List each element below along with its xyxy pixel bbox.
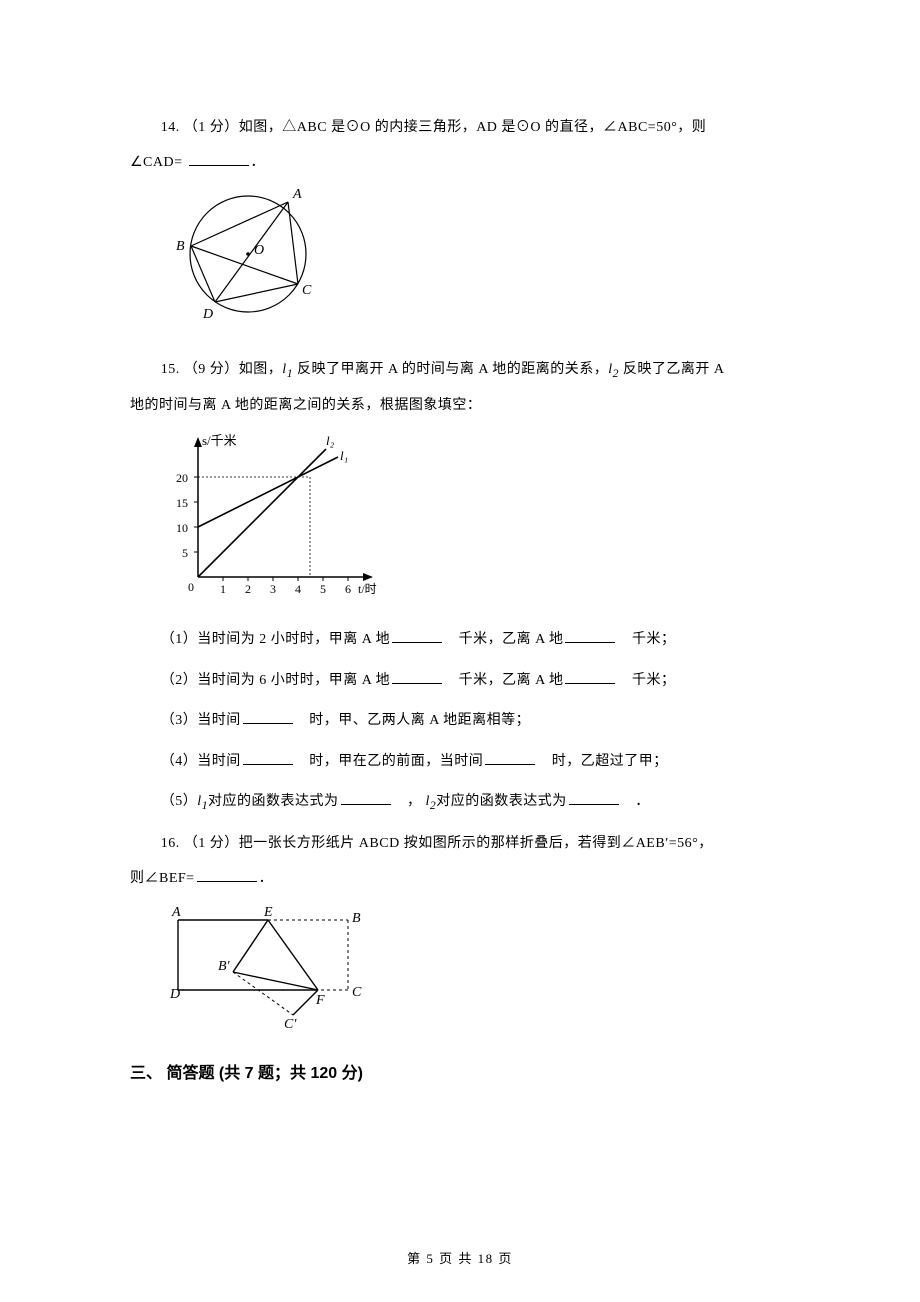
xtick-2: 2	[245, 582, 251, 596]
xtick-5: 5	[320, 582, 326, 596]
ytick-15: 15	[176, 496, 188, 510]
q15-s3-blank[interactable]	[243, 709, 293, 724]
q15-s4b: 时，甲在乙的前面，当时间	[295, 754, 484, 769]
q15-chart: 5 10 15 20 1 2 3 4 5 6 0 s/千米	[158, 427, 790, 613]
xtick-6: 6	[345, 582, 351, 596]
q15-s1-blank2[interactable]	[565, 628, 615, 643]
q15-number: 15.	[161, 362, 184, 377]
q15-text-a: 如图，	[239, 362, 283, 377]
label-D: D	[202, 307, 213, 322]
q16-diagram: A B C D E F B′ C′	[158, 900, 790, 1041]
label-E16: E	[263, 905, 273, 920]
label-A: A	[292, 187, 302, 202]
q15-s4-blank2[interactable]	[485, 750, 535, 765]
q15-s1b: 千米，乙离 A 地	[444, 632, 563, 647]
section-3-title: 三、 简答题 (共 7 题；共 120 分)	[130, 1059, 790, 1089]
label-F16: F	[315, 993, 325, 1008]
q15-s2-blank1[interactable]	[392, 669, 442, 684]
q15-s5-blank1[interactable]	[341, 790, 391, 805]
q16-points: （1 分）	[184, 836, 239, 851]
label-D16: D	[169, 987, 180, 1002]
q14-points: （1 分）	[184, 120, 239, 135]
q16-text-a: 把一张长方形纸片 ABCD 按如图所示的那样折叠后，若得到∠AEB′=56°，	[239, 836, 713, 851]
q15-s2a: （2）当时间为 6 小时时，甲离 A 地	[161, 673, 390, 688]
q15-s5b: 对应的函数表达式为	[208, 794, 339, 809]
line-l1-label: l₁	[340, 448, 348, 463]
q16-tail: ．	[259, 871, 274, 886]
q15-s1-blank1[interactable]	[392, 628, 442, 643]
q15-line2: 地的时间与离 A 地的距离之间的关系，根据图象填空：	[130, 393, 790, 420]
q14-tail: ．	[251, 155, 266, 170]
q15-s2b: 千米，乙离 A 地	[444, 673, 563, 688]
q15-s1a: （1）当时间为 2 小时时，甲离 A 地	[161, 632, 390, 647]
q16-number: 16.	[161, 836, 184, 851]
q15-sub3: （3）当时间 时，甲、乙两人离 A 地距离相等；	[130, 708, 790, 735]
y-axis-label: s/千米	[202, 433, 237, 448]
q15-s2-blank2[interactable]	[565, 669, 615, 684]
label-Cp16: C′	[284, 1017, 297, 1030]
page-footer: 第 5 页 共 18 页	[0, 1247, 920, 1272]
xtick-4: 4	[295, 582, 301, 596]
q14-blank[interactable]	[189, 151, 249, 166]
q15-s3b: 时，甲、乙两人离 A 地距离相等；	[295, 713, 530, 728]
x-axis-label: t/时	[358, 582, 377, 596]
q14-number: 14.	[161, 120, 184, 135]
label-A16: A	[171, 905, 181, 920]
q15-s5a: （5）	[161, 794, 198, 809]
q15-s4-blank1[interactable]	[243, 750, 293, 765]
q15-s5-blank2[interactable]	[569, 790, 619, 805]
q16-line2: 则∠BEF= ．	[130, 866, 790, 893]
xtick-3: 3	[270, 582, 276, 596]
origin-label: 0	[188, 580, 194, 594]
ytick-20: 20	[176, 471, 188, 485]
ytick-5: 5	[182, 546, 188, 560]
q15-sub5: （5）l1对应的函数表达式为 ， l2对应的函数表达式为 ．	[130, 789, 790, 817]
label-B: B	[176, 239, 185, 254]
q15-points: （9 分）	[184, 362, 239, 377]
q14-line2: ∠CAD= ．	[130, 150, 790, 177]
q15-text-c: 反映了乙离开 A	[619, 362, 725, 377]
label-Bp16: B′	[218, 959, 231, 974]
line-l2-label: l₂	[326, 433, 335, 448]
q15-sub1: （1）当时间为 2 小时时，甲离 A 地 千米，乙离 A 地 千米；	[130, 627, 790, 654]
q14-text-b: ∠CAD=	[130, 155, 187, 170]
label-C: C	[302, 283, 312, 298]
q16-blank[interactable]	[197, 867, 257, 882]
q15-text-b: 反映了甲离开 A 的时间与离 A 地的距离的关系，	[293, 362, 608, 377]
q15-s5c: ，	[393, 794, 426, 809]
label-B16: B	[352, 911, 361, 926]
xtick-1: 1	[220, 582, 226, 596]
q15-s3a: （3）当时间	[161, 713, 241, 728]
q15-s5e: ．	[621, 794, 650, 809]
q15-sub4: （4）当时间 时，甲在乙的前面，当时间 时，乙超过了甲；	[130, 749, 790, 776]
q15-line1: 15. （9 分）如图，l1 反映了甲离开 A 的时间与离 A 地的距离的关系，…	[130, 357, 790, 385]
label-O: O	[254, 243, 264, 258]
q16-text-b: 则∠BEF=	[130, 871, 195, 886]
q15-s1c: 千米；	[617, 632, 675, 647]
label-C16: C	[352, 985, 362, 1000]
ytick-10: 10	[176, 521, 188, 535]
q15-s4c: 时，乙超过了甲；	[537, 754, 668, 769]
q15-sub2: （2）当时间为 6 小时时，甲离 A 地 千米，乙离 A 地 千米；	[130, 668, 790, 695]
q16-line1: 16. （1 分）把一张长方形纸片 ABCD 按如图所示的那样折叠后，若得到∠A…	[130, 831, 790, 858]
q14-diagram: A B C D O	[158, 184, 790, 345]
q14-text-a: 如图，△ABC 是⊙O 的内接三角形，AD 是⊙O 的直径，∠ABC=50°，则	[239, 120, 707, 135]
q15-s2c: 千米；	[617, 673, 675, 688]
q15-s4a: （4）当时间	[161, 754, 241, 769]
q15-s5d: 对应的函数表达式为	[436, 794, 567, 809]
q15-text-d: 地的时间与离 A 地的距离之间的关系，根据图象填空：	[130, 398, 481, 413]
q14-line1: 14. （1 分）如图，△ABC 是⊙O 的内接三角形，AD 是⊙O 的直径，∠…	[130, 115, 790, 142]
